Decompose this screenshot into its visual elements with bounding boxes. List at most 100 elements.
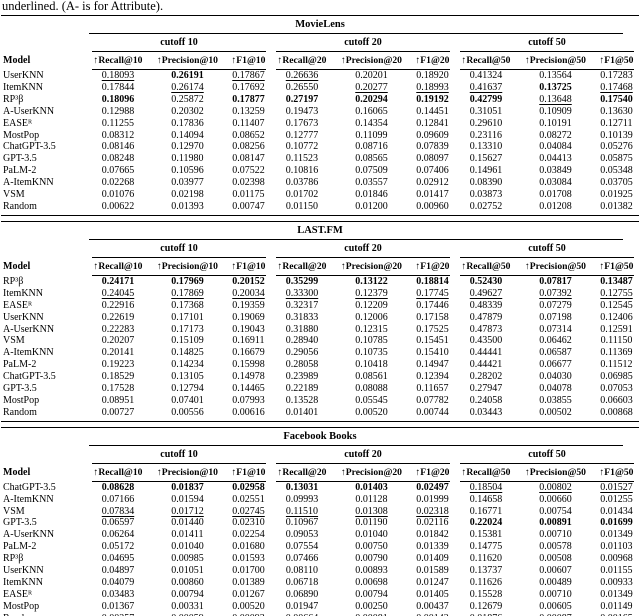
metric-value: 0.02752 (469, 200, 503, 212)
metric-value: 0.01837 (171, 481, 204, 493)
metric-value: 0.24058 (469, 394, 503, 406)
metric-column-header: ↑F1@10 (231, 55, 266, 66)
metric-value: 0.01339 (416, 541, 449, 553)
metric-value: 0.28058 (285, 359, 319, 371)
table-row: UserKNN 0.22619 0.17101 0.19069 0.31833 0.120… (1, 312, 639, 324)
metric-value: 0.13487 (600, 275, 633, 287)
metric-value: 0.13528 (285, 394, 319, 406)
metric-value: 0.17528 (101, 383, 135, 395)
metric-value: 0.10596 (171, 165, 204, 177)
table-row: A-ItemKNN 0.20141 0.14825 0.16679 0.29056 0.1… (1, 347, 639, 359)
metric-value: 0.00520 (355, 406, 388, 418)
table-row: RP³β 0.24171 0.17969 0.20152 0.35299 0.13122 0… (1, 276, 639, 288)
metric-value: 0.00520 (232, 600, 265, 612)
metric-value: 0.13310 (469, 141, 503, 153)
metric-value: 0.07279 (539, 299, 572, 311)
metric-value: 0.02310 (232, 517, 265, 529)
metric-value: 0.07665 (101, 165, 135, 177)
metric-value: 0.01702 (285, 189, 319, 201)
metric-value: 0.00142 (410, 613, 455, 616)
metric-value: 0.26191 (171, 70, 204, 81)
table-row: A-UserKNN 0.22283 0.17173 0.19043 0.31880 0.1… (1, 324, 639, 336)
metric-column-header: ↑F1@50 (599, 260, 634, 272)
model-name: Random (1, 613, 87, 616)
table-row: ItemKNN 0.04079 0.00860 0.01389 0.06718 0.006… (1, 577, 639, 589)
metric-column-header: ↑Precision@10 (157, 260, 218, 272)
metric-value: 0.01150 (285, 200, 319, 212)
metric-value: 0.05172 (101, 541, 135, 553)
metric-value: 0.02116 (416, 517, 449, 529)
metric-value: 0.12970 (171, 141, 204, 153)
model-name: A-ItemKNN (3, 177, 54, 189)
model-name: VSM (3, 505, 25, 517)
metric-value: 0.02958 (232, 481, 265, 493)
metric-value: 0.17468 (600, 81, 633, 93)
metric-value: 0.12711 (600, 117, 633, 129)
metric-value: 0.01308 (355, 505, 388, 517)
metric-value: 0.00556 (171, 406, 204, 418)
metric-value: 0.14234 (171, 359, 204, 371)
cutoff-label: cutoff 10 (160, 448, 198, 460)
table-row: PaLM-2 0.19223 0.14234 0.15998 0.28058 0.1041… (1, 359, 639, 371)
header-rules (1, 274, 639, 276)
metric-value: 0.09053 (285, 529, 319, 541)
table-row: MostPop 0.08312 0.14094 0.08652 0.12777 0.110… (1, 130, 639, 142)
metric-value: 0.01708 (539, 189, 572, 201)
metric-value: 0.18920 (416, 70, 449, 81)
table-row: A-ItemKNN 0.02268 0.03977 0.02398 0.03786 0.0… (1, 177, 639, 189)
table-row: UserKNN 0.04897 0.01051 0.01700 0.08110 0.008… (1, 565, 639, 577)
metric-value: 0.12591 (600, 323, 633, 335)
table-row: MostPop 0.01367 0.00331 0.00520 0.01947 0.002… (1, 601, 639, 613)
metric-value: 0.14825 (171, 347, 204, 359)
metric-value: 0.07053 (600, 383, 633, 395)
model-name: ChatGPT-3.5 (3, 141, 56, 153)
metric-value: 0.06890 (285, 588, 319, 600)
metric-value: 0.20302 (171, 105, 204, 117)
table-row: ChatGPT-3.5 0.18529 0.13105 0.14978 0.23989 0… (1, 371, 639, 383)
metric-value: 0.00081 (333, 613, 410, 616)
metric-value: 0.01411 (171, 529, 204, 541)
metric-value: 0.10772 (285, 141, 319, 153)
metric-value: 0.08652 (232, 129, 265, 141)
metric-value: 0.01434 (600, 505, 633, 517)
model-name: UserKNN (3, 565, 44, 577)
metric-value: 0.01401 (285, 406, 319, 418)
metric-value: 0.06718 (285, 577, 319, 588)
metric-value: 0.06462 (539, 335, 572, 347)
group-rule (460, 480, 634, 482)
model-name: UserKNN (3, 70, 44, 81)
metric-value: 0.11626 (469, 577, 503, 588)
metric-value: 0.01255 (600, 493, 633, 505)
metric-value: 0.17368 (171, 299, 204, 311)
bottom-rule (1, 214, 639, 216)
metric-value: 0.01382 (600, 200, 633, 212)
metric-value: 0.11099 (355, 129, 388, 141)
metric-value: 0.00802 (539, 481, 572, 493)
metric-value: 0.00605 (539, 600, 572, 612)
metric-value: 0.03084 (539, 177, 572, 189)
metric-value: 0.13564 (539, 70, 572, 81)
metric-value: 0.14465 (232, 383, 265, 395)
metric-value: 0.01149 (600, 600, 633, 612)
metric-value: 0.24045 (101, 287, 135, 299)
metric-column-header: ↑Precision@50 (525, 466, 586, 478)
table-row: A-ItemKNN 0.07166 0.01594 0.02551 0.09993 0.0… (1, 494, 639, 506)
metric-value: 0.14451 (416, 105, 449, 117)
metric-value: 0.26174 (171, 81, 204, 93)
model-name: UserKNN (3, 311, 44, 323)
table-body: RP³β 0.24171 0.17969 0.20152 0.35299 0.13122 0… (1, 276, 639, 419)
metric-value: 0.07166 (101, 493, 135, 505)
metric-value: 0.14775 (469, 541, 503, 553)
metric-value: 0.00744 (416, 406, 449, 418)
metric-value: 0.10909 (539, 105, 572, 117)
metric-value: 0.11620 (469, 553, 503, 565)
metric-value: 0.13031 (285, 481, 319, 493)
table-row: Random 0.00727 0.00556 0.00616 0.01401 0.0052… (1, 407, 639, 419)
group-rule (92, 256, 266, 258)
metric-value: 0.15998 (232, 359, 265, 371)
metric-value: 0.01367 (101, 600, 135, 612)
metric-column-header: ↑Recall@50 (461, 260, 511, 272)
metric-value: 0.15410 (416, 347, 449, 359)
metric-value: 0.13737 (469, 565, 503, 577)
metric-value: 0.01393 (171, 200, 204, 212)
